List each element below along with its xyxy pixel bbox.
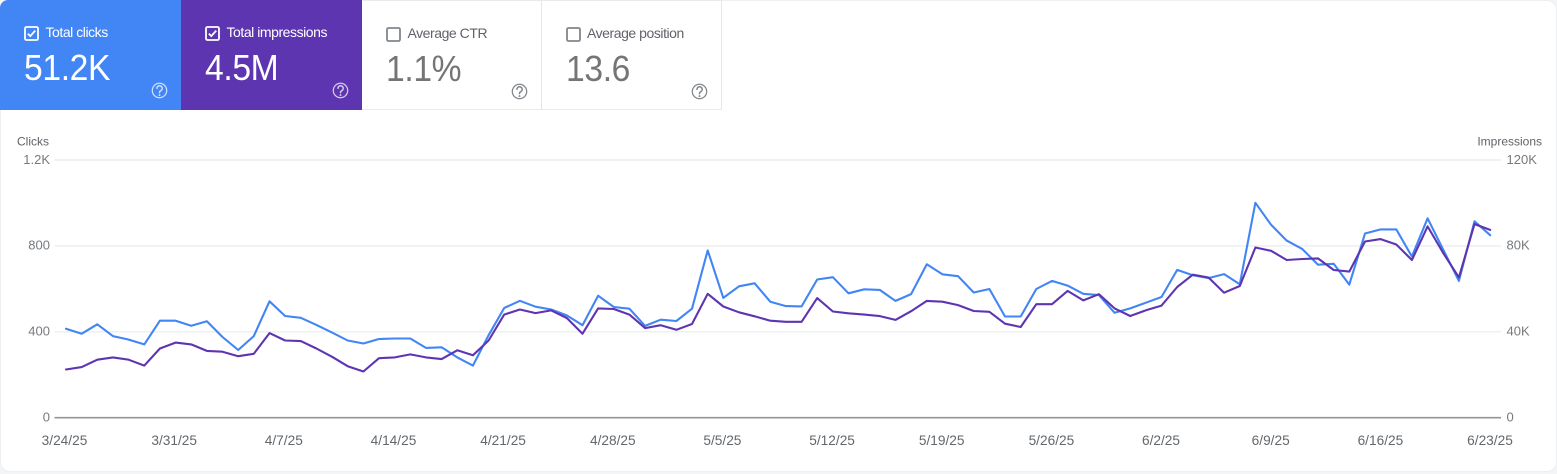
svg-text:5/26/25: 5/26/25 — [1029, 433, 1075, 448]
svg-text:4/21/25: 4/21/25 — [480, 433, 526, 448]
svg-text:4/7/25: 4/7/25 — [265, 433, 303, 448]
svg-text:1.2K: 1.2K — [23, 152, 50, 167]
svg-text:6/16/25: 6/16/25 — [1358, 433, 1404, 448]
svg-text:Clicks: Clicks — [17, 135, 49, 149]
svg-text:5/19/25: 5/19/25 — [919, 433, 965, 448]
svg-text:6/23/25: 6/23/25 — [1467, 433, 1513, 448]
svg-text:3/31/25: 3/31/25 — [151, 433, 197, 448]
svg-text:4/28/25: 4/28/25 — [590, 433, 636, 448]
svg-text:6/9/25: 6/9/25 — [1252, 433, 1290, 448]
svg-text:0: 0 — [43, 410, 50, 425]
svg-text:5/5/25: 5/5/25 — [703, 433, 741, 448]
svg-text:80K: 80K — [1507, 238, 1530, 253]
svg-text:Impressions: Impressions — [1477, 135, 1542, 149]
svg-text:5/12/25: 5/12/25 — [809, 433, 855, 448]
svg-text:0: 0 — [1507, 410, 1514, 425]
svg-text:4/14/25: 4/14/25 — [371, 433, 417, 448]
svg-text:120K: 120K — [1507, 152, 1538, 167]
svg-text:40K: 40K — [1507, 324, 1530, 339]
svg-text:3/24/25: 3/24/25 — [42, 433, 88, 448]
svg-text:400: 400 — [28, 324, 50, 339]
svg-text:6/2/25: 6/2/25 — [1142, 433, 1180, 448]
svg-text:800: 800 — [28, 238, 50, 253]
